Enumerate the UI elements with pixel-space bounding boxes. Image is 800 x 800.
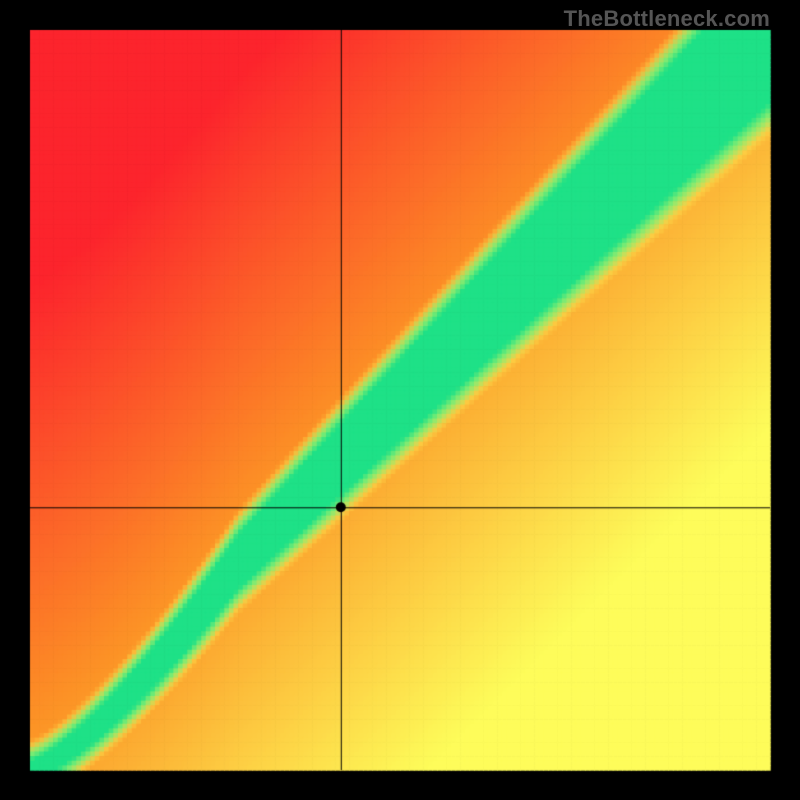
chart-container: TheBottleneck.com [0, 0, 800, 800]
watermark-text: TheBottleneck.com [564, 6, 770, 32]
bottleneck-heatmap [0, 0, 800, 800]
